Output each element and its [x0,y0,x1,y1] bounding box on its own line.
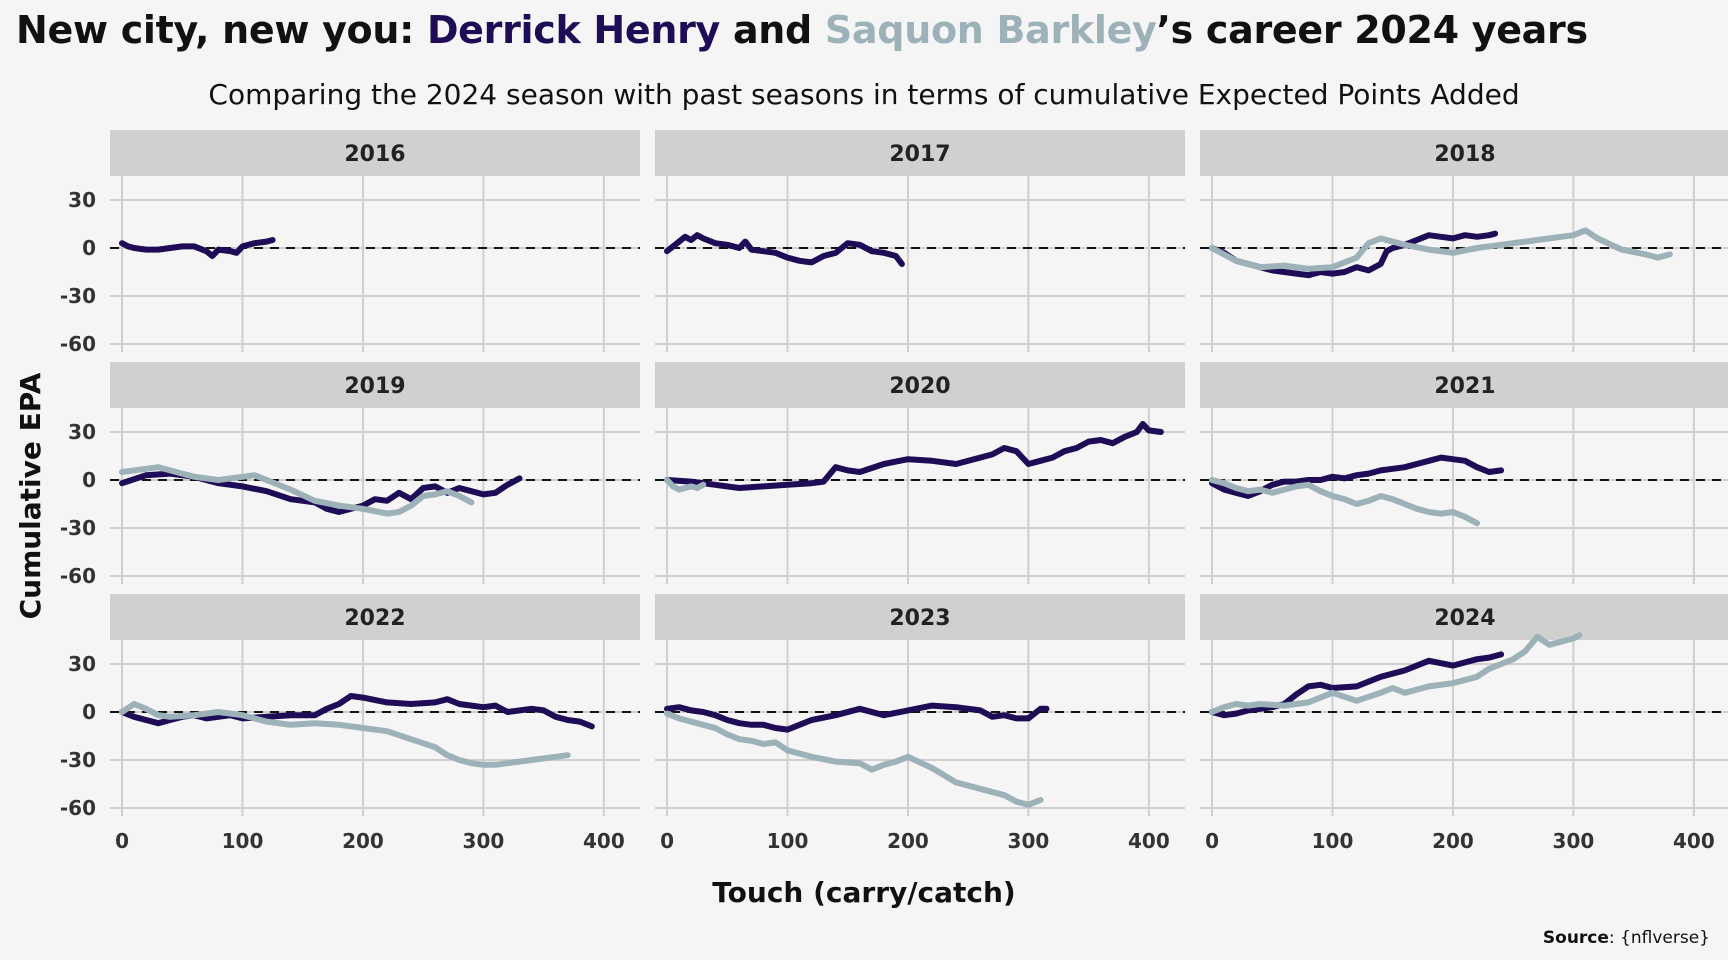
x-tick-label: 100 [767,829,809,853]
facet-label: 2024 [1434,606,1495,631]
facet-strip [1200,594,1728,640]
y-axis-title: Cumulative EPA [14,372,47,619]
source-caption: Source: {nflverse} [1543,928,1710,948]
facet-label: 2022 [344,606,405,631]
facet-label: 2019 [344,374,405,399]
chart-subtitle: Comparing the 2024 season with past seas… [208,78,1520,111]
y-tick-label: 30 [68,188,96,212]
x-tick-label: 200 [342,829,384,853]
facet-strip [1200,130,1728,176]
x-tick-label: 300 [463,829,505,853]
x-tick-label: 400 [1128,829,1170,853]
facet-strip [110,130,640,176]
x-tick-label: 100 [1312,829,1354,853]
x-tick-label: 100 [222,829,264,853]
derrick-henry-line [119,237,276,259]
facet-label: 2016 [344,142,405,167]
y-tick-label: -30 [60,284,96,308]
y-tick-label: 0 [82,236,96,260]
facet-strip [1200,362,1728,408]
facet-label: 2020 [889,374,950,399]
derrick-henry-line [664,421,1164,491]
facet-label: 2018 [1434,142,1495,167]
derrick-henry-line [664,232,905,267]
source-text: : {nflverse} [1608,928,1710,948]
y-tick-label: 0 [82,468,96,492]
y-tick-label: 0 [82,700,96,724]
y-tick-label: -30 [60,748,96,772]
x-tick-label: 300 [1008,829,1050,853]
saquon-barkley-line [119,701,571,768]
y-tick-label: 30 [68,420,96,444]
title-part3: ’s career 2024 years [1156,8,1589,52]
x-tick-label: 400 [1673,829,1715,853]
facet-strip [110,362,640,408]
x-tick-label: 400 [583,829,625,853]
saquon-barkley-line [1209,227,1673,272]
y-tick-label: 30 [68,652,96,676]
derrick-henry-line [1209,651,1505,719]
title-part2: and [720,8,825,52]
x-tick-label: 300 [1553,829,1595,853]
title-henry-name: Derrick Henry [426,8,721,52]
y-tick-label: -60 [60,564,96,588]
y-tick-label: -60 [60,332,96,356]
derrick-henry-line [664,702,1050,733]
facet-strip [655,362,1185,408]
title-barkley-name: Saquon Barkley [824,8,1157,52]
y-tick-label: -30 [60,516,96,540]
source-label: Source [1542,928,1609,948]
facet-label: 2021 [1434,374,1495,399]
facet-strip [655,594,1185,640]
saquon-barkley-line [1209,477,1480,527]
x-tick-label: 0 [660,829,674,853]
facet-label: 2023 [889,606,950,631]
derrick-henry-line [119,470,523,515]
x-tick-label: 200 [1432,829,1474,853]
facet-label: 2017 [889,142,950,167]
chart-title: New city, new you: Derrick Henry and Saq… [16,8,1588,52]
saquon-barkley-line [664,710,1044,808]
y-tick-label: -60 [60,796,96,820]
saquon-barkley-line [664,477,707,493]
saquon-barkley-line [1209,632,1583,715]
facet-strip [655,130,1185,176]
facet-strip [110,594,640,640]
x-tick-label: 0 [115,829,129,853]
x-tick-label: 0 [1205,829,1219,853]
x-tick-label: 200 [887,829,929,853]
title-part1: New city, new you: [16,8,427,52]
saquon-barkley-line [119,464,475,517]
x-axis-title: Touch (carry/catch) [712,876,1015,909]
